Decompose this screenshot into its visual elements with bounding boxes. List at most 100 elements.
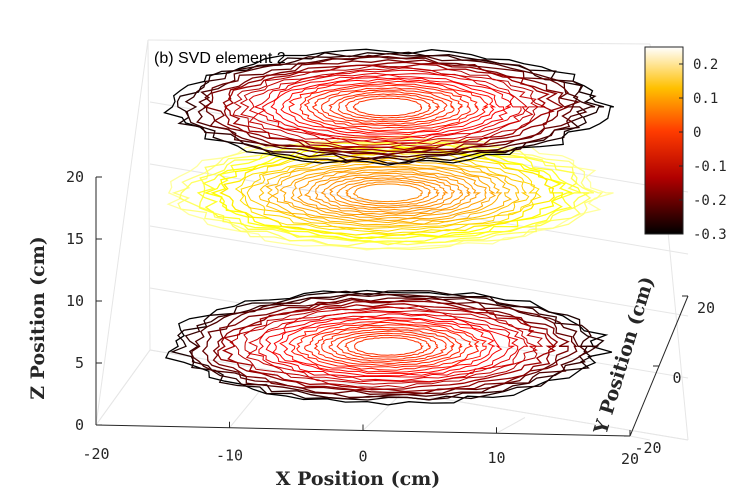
contour-line — [296, 322, 480, 371]
contour-line — [354, 336, 424, 356]
contour-line — [279, 317, 495, 375]
x-axis-label: X Position (cm) — [276, 468, 440, 490]
x-gridline — [362, 394, 401, 431]
contour-line — [166, 134, 614, 251]
contour-line — [171, 136, 604, 251]
contour-line — [163, 48, 614, 166]
z-axis-ticks: 0 5 10 15 20 — [66, 168, 102, 434]
contour-line — [303, 170, 472, 215]
contour-line — [270, 76, 505, 138]
x-axis-ticks: -20 -10 0 10 20 — [82, 419, 639, 468]
z-axis-label: Z Position (cm) — [27, 236, 49, 400]
x-gridline — [95, 349, 151, 426]
x-gridline — [496, 417, 526, 434]
colorbar-tick-label: -0.2 — [693, 193, 727, 209]
contour-line — [328, 91, 448, 123]
contour-line — [320, 174, 456, 211]
contour-line — [345, 181, 432, 205]
contour-line — [258, 157, 520, 227]
contour-line — [271, 162, 503, 224]
contour-line — [248, 69, 529, 145]
y-tick-label: 20 — [697, 299, 715, 317]
contour-line — [222, 61, 563, 152]
contour-line — [253, 72, 522, 142]
contour-line — [272, 316, 503, 377]
contour-line — [313, 326, 463, 366]
y-axis-label: Y Position (cm) — [590, 274, 659, 438]
colorbar-tick-label: 0 — [693, 125, 701, 141]
contour-line — [265, 313, 516, 378]
contour-line — [303, 84, 471, 129]
y-tick-label: 0 — [672, 369, 681, 387]
y-axis-ticks: -20 0 20 — [624, 295, 715, 457]
contour-slice — [163, 48, 614, 166]
x-tick-label: -20 — [82, 445, 109, 463]
y-tick-label: -20 — [634, 439, 661, 457]
z-tick-label: 0 — [75, 416, 84, 434]
contour-line — [240, 153, 538, 232]
contour-line — [246, 155, 530, 230]
contour-slice — [166, 134, 614, 251]
contour-line — [164, 289, 613, 406]
colorbar: 0.2 0.1 0 -0.1 -0.2 -0.3 — [644, 46, 727, 243]
contour-line — [320, 89, 455, 125]
z-tick-label: 5 — [75, 354, 84, 372]
contour-line — [170, 290, 605, 401]
x-gridline — [629, 435, 651, 441]
x-tick-label: 20 — [621, 450, 639, 468]
contour-line — [191, 293, 588, 399]
contour-line — [212, 298, 570, 394]
contour-line — [280, 78, 497, 136]
contour-line — [336, 179, 440, 207]
contour-line — [179, 138, 595, 247]
contour-line — [184, 292, 600, 401]
contour-line — [232, 65, 546, 148]
contour-line — [328, 330, 447, 363]
x-tick-label: -10 — [216, 446, 243, 464]
contour-line — [288, 80, 489, 134]
contour-line — [262, 74, 513, 140]
contour-line — [219, 148, 555, 236]
contour-line — [344, 95, 432, 119]
contour-line — [352, 97, 423, 117]
contour-line — [336, 332, 439, 360]
z-gridline — [149, 225, 689, 317]
contour-line — [299, 82, 479, 132]
contour-line — [288, 319, 487, 373]
contour-line — [304, 324, 474, 369]
contour-line — [247, 309, 529, 383]
contour-line — [229, 305, 544, 389]
contour-line — [234, 150, 542, 235]
contour-line — [201, 297, 578, 396]
contour-line — [296, 169, 482, 218]
contour-slice — [164, 289, 613, 406]
contour-line — [311, 87, 464, 127]
z-tick-label: 15 — [66, 230, 84, 248]
z-gridline — [149, 163, 689, 255]
contour-line — [290, 166, 487, 220]
contour-line — [321, 328, 455, 364]
z-tick-label: 10 — [66, 292, 84, 310]
colorbar-gradient — [644, 46, 684, 235]
contour-line — [196, 54, 588, 160]
contour-line — [210, 147, 564, 239]
contour-line — [337, 93, 441, 121]
plot-title: (b) SVD element 2 — [154, 50, 286, 67]
contour-line — [279, 165, 497, 222]
contour-line — [352, 183, 423, 203]
contour-slices — [163, 48, 614, 406]
contour-line — [265, 159, 513, 226]
colorbar-tick-label: 0.2 — [693, 57, 718, 73]
x-tick-label: 10 — [487, 449, 505, 467]
z-tick-label: 20 — [66, 168, 84, 186]
x-tick-label: 0 — [358, 448, 367, 466]
contour-line — [328, 177, 449, 209]
contour-line — [315, 172, 463, 213]
colorbar-tick-label: 0.1 — [693, 91, 718, 107]
colorbar-tick-label: -0.1 — [693, 159, 727, 175]
contour-line — [344, 334, 431, 358]
colorbar-tick-label: -0.3 — [693, 227, 727, 243]
contour-line — [239, 67, 539, 146]
contour-line — [217, 300, 559, 393]
